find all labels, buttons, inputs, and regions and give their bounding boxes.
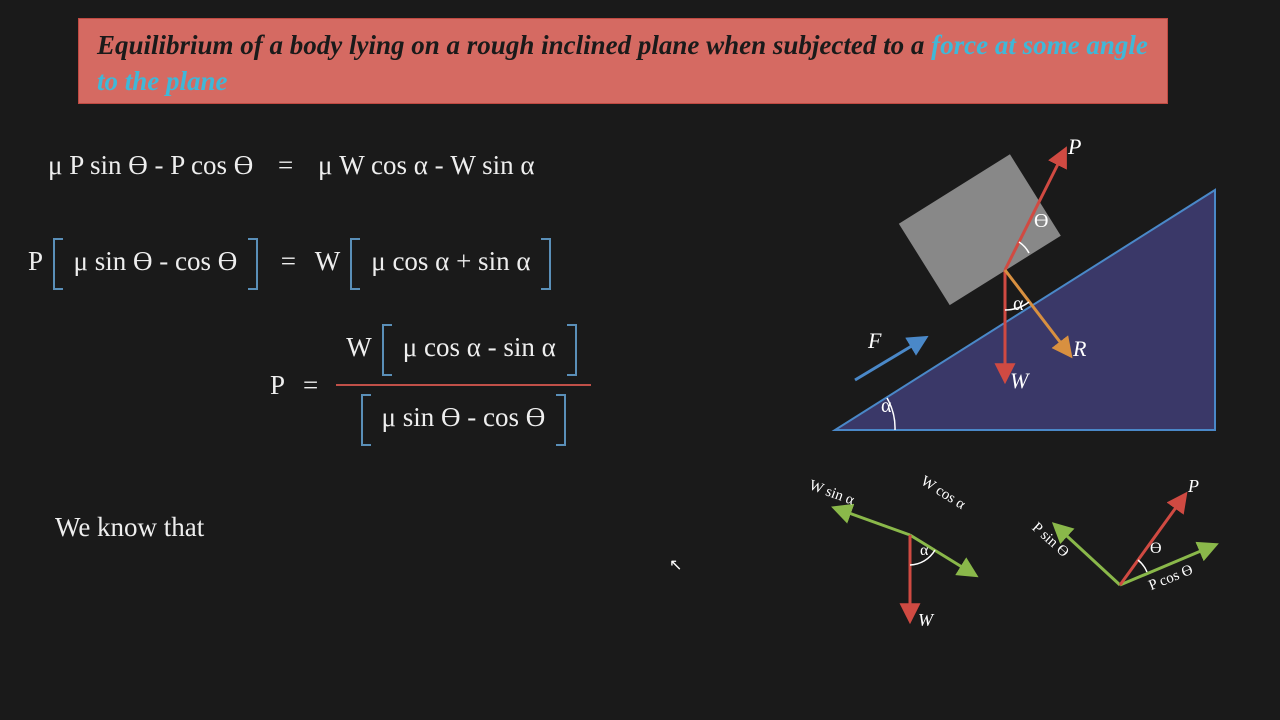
label-P: P bbox=[1068, 134, 1081, 160]
label-theta: Ө bbox=[1034, 210, 1048, 233]
bracket-left-icon bbox=[361, 394, 371, 446]
fraction-denominator: μ sin Ө - cos Ө bbox=[336, 390, 590, 450]
label-P: P bbox=[1188, 476, 1199, 497]
bracket-left-icon bbox=[53, 238, 63, 290]
eq1-rhs: μ W cos α - W sin α bbox=[318, 150, 535, 180]
eq2-rhs-content: μ cos α + sin α bbox=[371, 246, 530, 276]
eq2-W: W bbox=[315, 246, 340, 276]
equation-2: P μ sin Ө - cos Ө = W μ cos α + sin α bbox=[28, 238, 555, 290]
label-alpha: α bbox=[920, 542, 928, 560]
eq3-num-content: μ cos α - sin α bbox=[403, 332, 556, 362]
title-part1: Equilibrium of a body lying on a rough i… bbox=[97, 30, 931, 60]
bracket-right-icon bbox=[248, 238, 258, 290]
bracket-right-icon bbox=[567, 324, 577, 376]
fraction-numerator: W μ cos α - sin α bbox=[336, 320, 590, 380]
fraction-bar bbox=[336, 384, 590, 386]
fraction: W μ cos α - sin α μ sin Ө - cos Ө bbox=[336, 320, 590, 450]
label-W: W bbox=[1010, 368, 1028, 394]
eq3-den-content: μ sin Ө - cos Ө bbox=[382, 402, 546, 432]
note-text: We know that bbox=[55, 512, 204, 543]
label-W: W bbox=[918, 610, 933, 631]
label-theta: Ө bbox=[1150, 540, 1162, 558]
p-decomposition-diagram: P sin Ө P cos Ө Ө P bbox=[1020, 470, 1250, 640]
eq2-lhs-content: μ sin Ө - cos Ө bbox=[74, 246, 238, 276]
bracket-right-icon bbox=[556, 394, 566, 446]
eq3-num-W: W bbox=[346, 332, 371, 362]
eq1-equals: = bbox=[278, 150, 293, 180]
inclined-plane-diagram: P Ө α F W R α bbox=[815, 130, 1235, 440]
eq3-equals: = bbox=[303, 370, 318, 401]
eq2-equals: = bbox=[281, 246, 296, 276]
equation-3: P = W μ cos α - sin α μ sin Ө - cos Ө bbox=[270, 320, 591, 450]
label-alpha-base: α bbox=[881, 395, 891, 418]
title-banner: Equilibrium of a body lying on a rough i… bbox=[78, 18, 1168, 104]
cursor-icon: ↖ bbox=[669, 555, 682, 575]
eq1-lhs: μ P sin Ө - P cos Ө bbox=[48, 150, 253, 180]
bracket-right-icon bbox=[541, 238, 551, 290]
eq2-P: P bbox=[28, 246, 42, 276]
label-R: R bbox=[1073, 336, 1086, 362]
bracket-left-icon bbox=[350, 238, 360, 290]
bracket-left-icon bbox=[382, 324, 392, 376]
eq3-P: P bbox=[270, 370, 285, 401]
equation-1: μ P sin Ө - P cos Ө = μ W cos α - W sin … bbox=[48, 150, 535, 181]
label-alpha-top: α bbox=[1013, 293, 1023, 316]
w-decomposition-diagram: W sin α W cos α α W bbox=[800, 470, 1020, 640]
label-F: F bbox=[868, 328, 881, 354]
